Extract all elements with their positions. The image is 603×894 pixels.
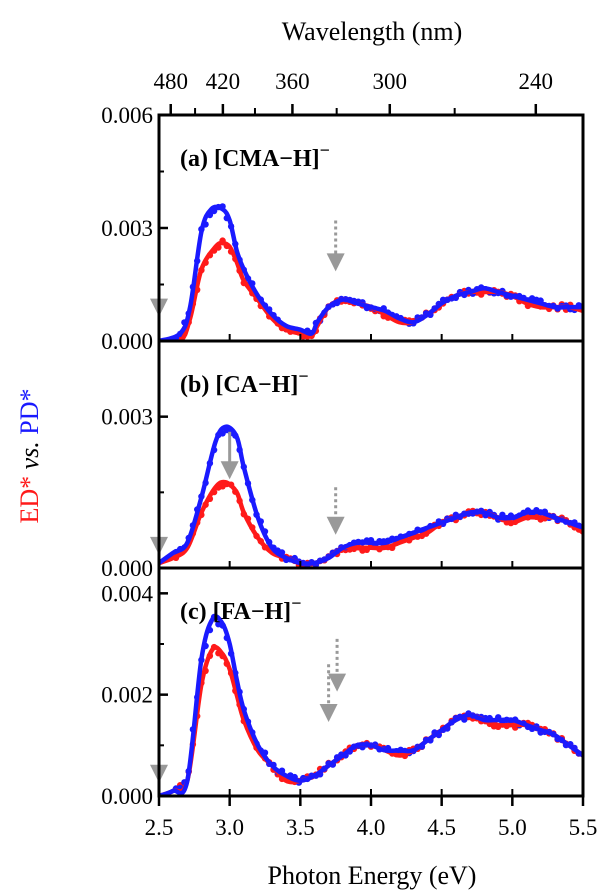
top-tick-label: 480	[153, 69, 188, 94]
y-tick-label: 0.000	[101, 556, 153, 581]
y-tick-label: 0.002	[101, 683, 153, 708]
y-tick-label: 0.003	[101, 216, 153, 241]
x-tick-label: 5.0	[498, 815, 527, 840]
bottom-energy-axis: 2.5 3.0 3.5 4.0 4.5 5.0 5.5	[145, 796, 598, 840]
x-tick-label: 5.5	[569, 815, 598, 840]
top-tick-label: 300	[373, 69, 408, 94]
x-tick-label: 2.5	[145, 815, 174, 840]
marker-arrow	[326, 220, 345, 272]
marker-arrow	[328, 638, 347, 692]
series-line-ed	[159, 240, 583, 341]
y-axis-title: ED* vs. PD*	[15, 388, 44, 523]
series-line-ed	[159, 479, 583, 566]
panel-label: (a) [CMA−H]−	[180, 140, 330, 172]
y-tick-label: 0.000	[101, 329, 153, 354]
x-tick-label: 3.0	[215, 815, 244, 840]
marker-arrow	[326, 487, 345, 535]
top-tick-label: 240	[519, 69, 554, 94]
y-title-ed: ED*	[15, 476, 44, 524]
plot-area	[159, 203, 583, 341]
plot-area	[159, 424, 583, 568]
y-title-pd: PD*	[15, 388, 44, 434]
panel-label: (b) [CA−H]−	[180, 366, 309, 398]
y-tick-label: 0.006	[101, 103, 153, 128]
series-line-pd	[159, 614, 583, 796]
top-tick-label: 420	[206, 69, 241, 94]
panel-c: 0.000 0.002 0.004 (c) [FA−H]−	[101, 566, 585, 809]
panel-label: (c) [FA−H]−	[180, 593, 301, 625]
y-tick-label: 0.003	[101, 405, 153, 430]
series-line-pd	[159, 204, 583, 341]
plot-area	[159, 613, 583, 796]
marker-arrow	[220, 431, 239, 480]
x-tick-label: 4.0	[357, 815, 386, 840]
panels: 0.000 0.003 0.006 (a) [CMA−H]− 0.000 0.003 (b)…	[101, 103, 585, 809]
bottom-axis-title: Photon Energy (eV)	[268, 861, 477, 890]
panel-a: 0.000 0.003 0.006 (a) [CMA−H]−	[101, 103, 585, 354]
y-tick-label: 0.004	[101, 581, 153, 606]
panel-b: 0.000 0.003 (b) [CA−H]−	[101, 339, 585, 581]
y-tick-label: 0.000	[101, 784, 153, 809]
top-axis-title: Wavelength (nm)	[282, 17, 463, 46]
top-wavelength-axis: 480 420 360 300 240	[153, 69, 553, 115]
top-tick-label: 360	[275, 69, 310, 94]
series-line-pd	[159, 424, 583, 566]
x-tick-label: 3.5	[286, 815, 315, 840]
marker-arrow	[319, 664, 338, 722]
y-title-vs: vs.	[15, 435, 44, 476]
x-tick-label: 4.5	[427, 815, 456, 840]
